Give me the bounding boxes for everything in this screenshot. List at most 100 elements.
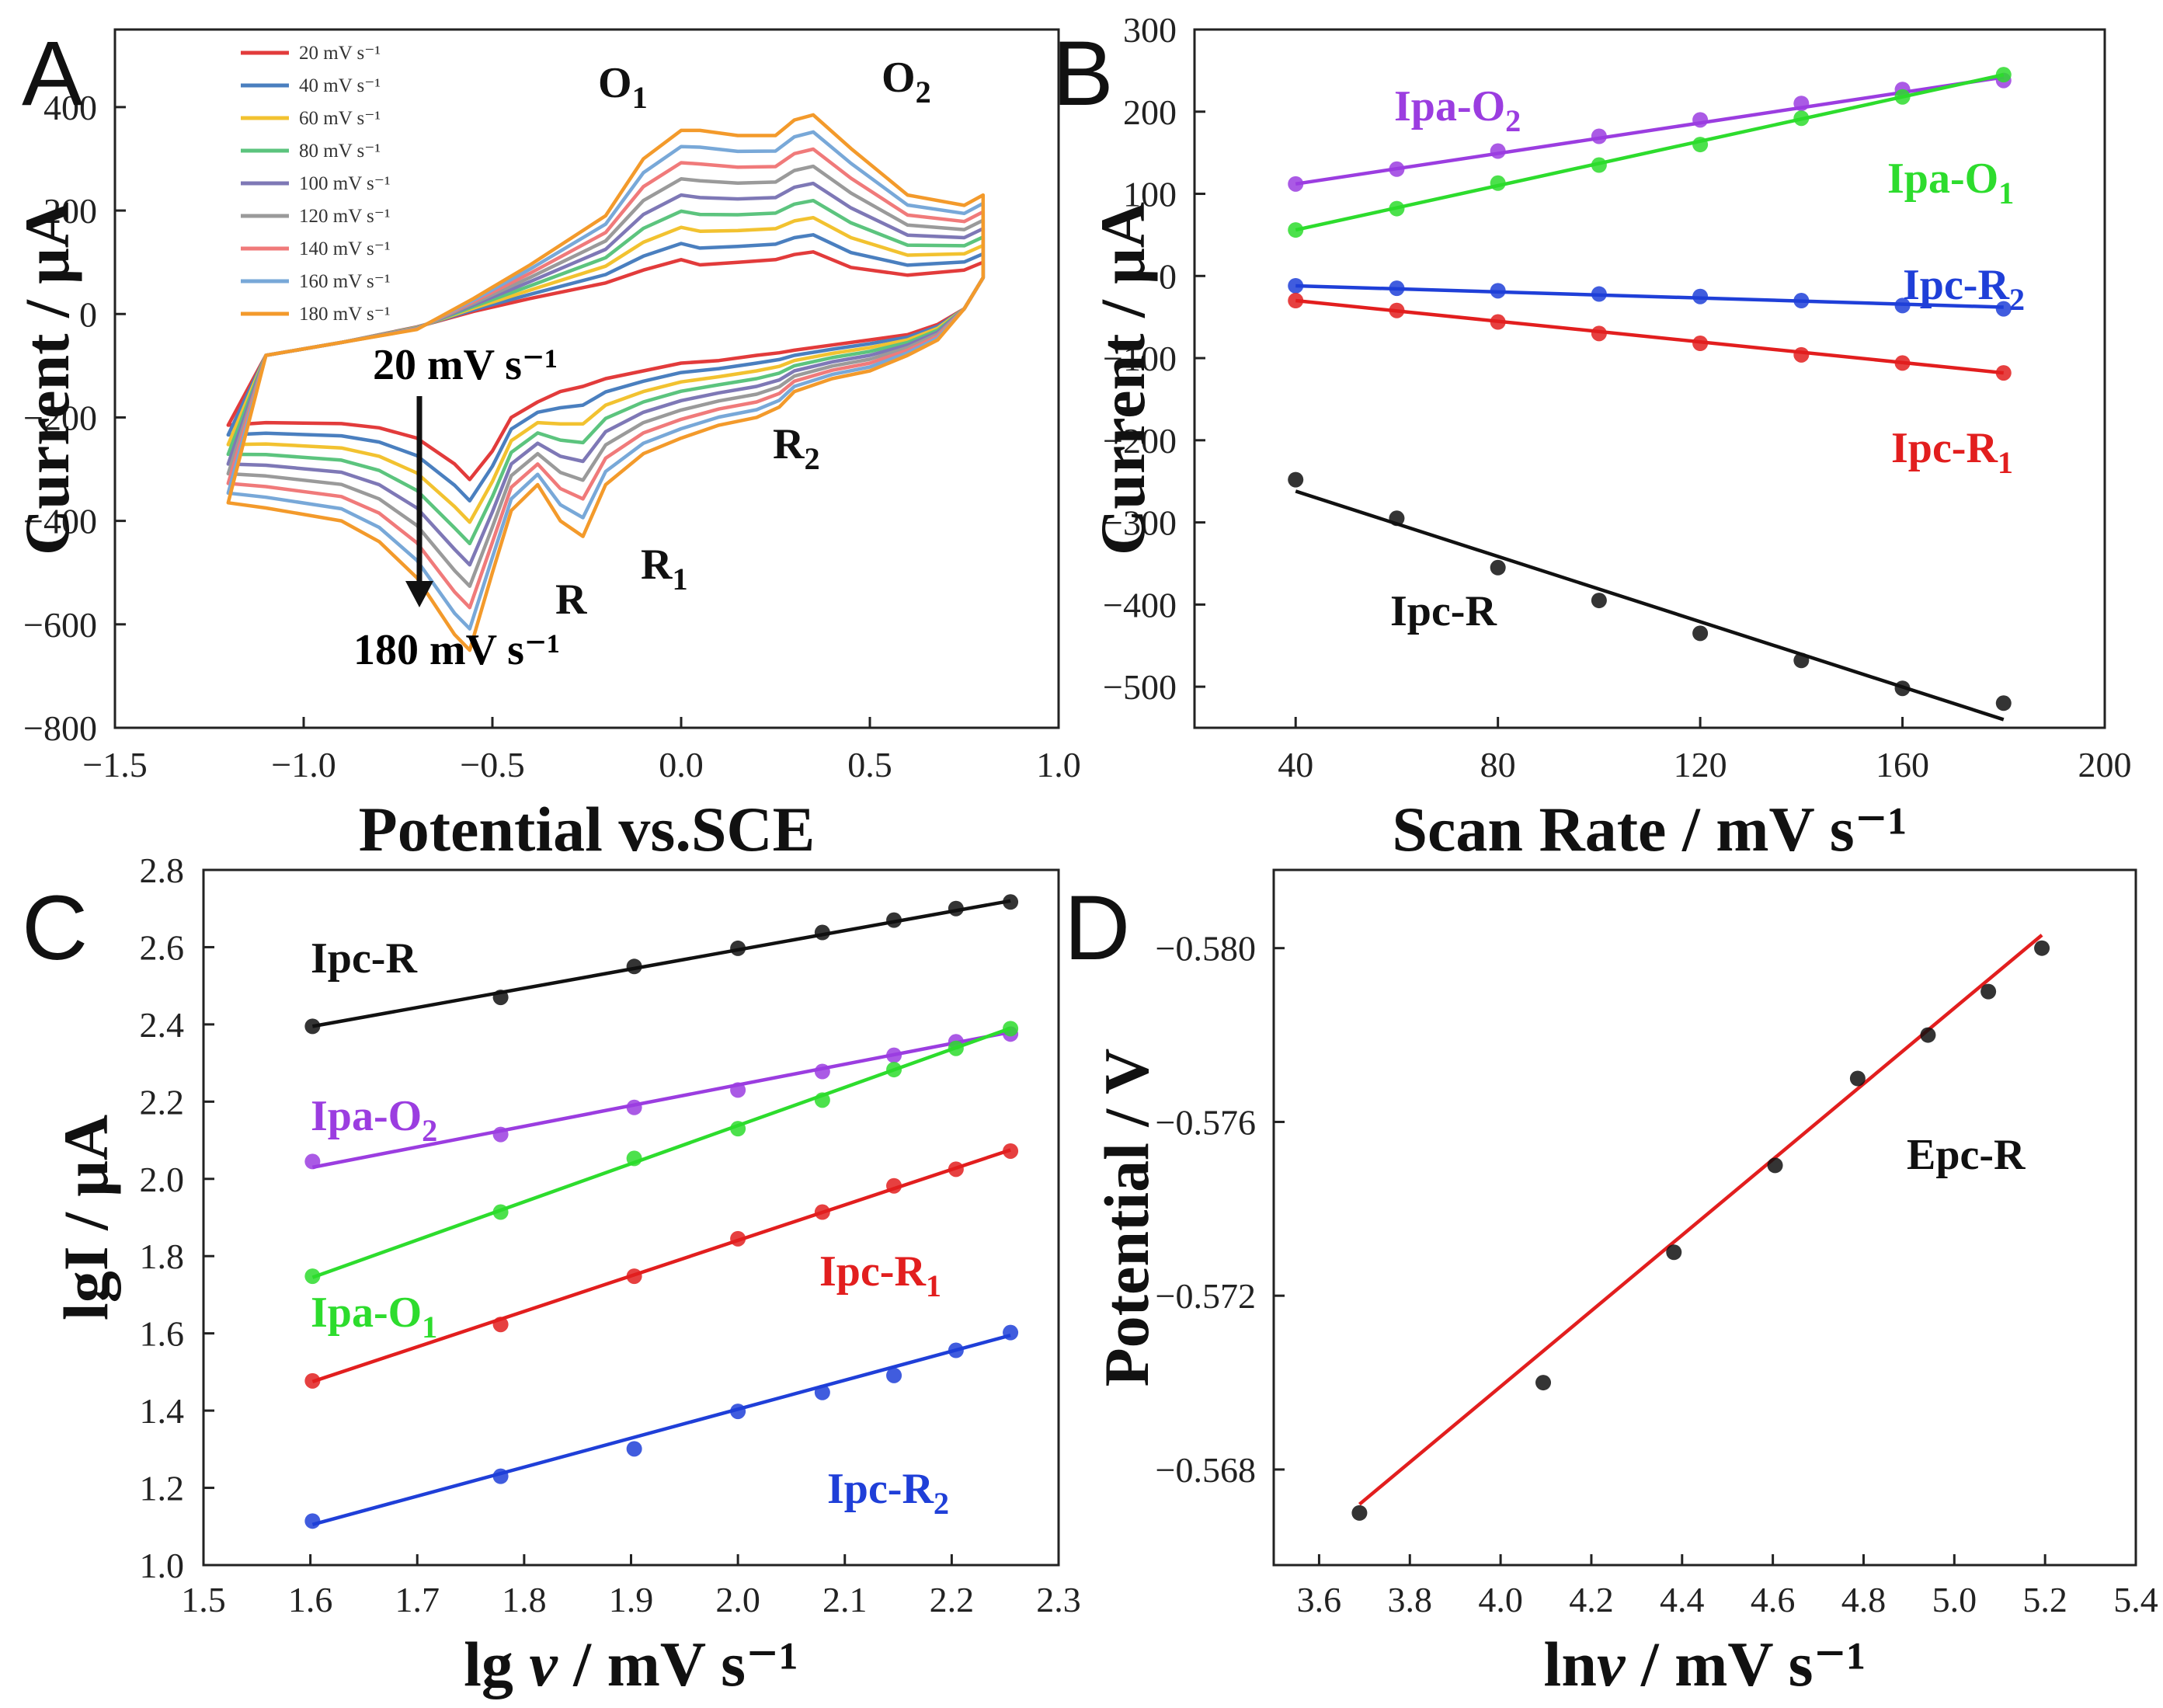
data-point — [1535, 1375, 1552, 1391]
data-point — [492, 1126, 509, 1143]
data-point — [1003, 894, 1019, 910]
series-label: Ipc-R1 — [1891, 424, 2013, 480]
y-tick-label: −300 — [1103, 503, 1177, 543]
legend-label: 40 mV s⁻¹ — [299, 75, 381, 96]
y-axis-label: Current / μA — [12, 202, 82, 555]
x-tick-label: −1.0 — [271, 745, 336, 784]
peak-label-main: O — [882, 54, 916, 102]
fit-line — [311, 899, 1011, 1028]
x-tick-label: 160 — [1876, 745, 1929, 784]
data-point — [1490, 314, 1506, 330]
legend-label: 180 mV s⁻¹ — [299, 304, 390, 325]
y-tick-label: 2.6 — [140, 927, 185, 967]
x-axis-label: Scan Rate / mV s⁻¹ — [1392, 794, 1907, 864]
cv-curve — [226, 113, 986, 652]
plot-frame — [113, 28, 1060, 729]
panel-d: 3.6 3.8 4.0 4.2 4.4 4.6 4.8 5.0 5.2 5.4 −0.568 −0.5… — [1064, 868, 2158, 1699]
data-point — [1692, 137, 1709, 153]
y-tick-label: 1.8 — [140, 1237, 185, 1276]
data-point — [886, 912, 902, 928]
x-tick-label: −0.5 — [460, 745, 524, 784]
data-point — [1490, 283, 1506, 299]
x-tick-label: 4.0 — [1478, 1580, 1523, 1619]
data-point — [1288, 293, 1304, 309]
data-point — [1003, 1324, 1019, 1341]
series-label-main: Epc-R — [1907, 1131, 2026, 1179]
data-point — [626, 1441, 642, 1457]
data-point — [304, 1513, 321, 1529]
y-tick-label: 300 — [1123, 10, 1177, 50]
fit-line — [1295, 72, 2005, 232]
series-label-main: Ipc-R — [827, 1465, 934, 1513]
series-label-main: Ipc-R — [1390, 587, 1497, 635]
y-tick-label: 2.8 — [140, 851, 185, 890]
x-axis-label-main: ln — [1544, 1629, 1597, 1699]
series-2 — [1288, 277, 2012, 317]
y-tick-label: −400 — [1103, 585, 1177, 624]
data-point — [948, 900, 964, 917]
x-tick-label: 120 — [1674, 745, 1727, 784]
series-2 — [304, 1021, 1019, 1285]
series-label: Ipc-R — [1390, 587, 1497, 635]
peak-label-main: R — [555, 576, 587, 624]
panel-letter: B — [1052, 23, 1114, 125]
series-1 — [304, 1026, 1019, 1170]
data-point — [626, 958, 642, 975]
data-point — [1288, 471, 1304, 488]
series-label-main: Ipc-R — [819, 1247, 926, 1296]
data-point — [1793, 96, 1810, 112]
y-tick-label: 400 — [43, 88, 97, 127]
legend-label: 120 mV s⁻¹ — [299, 206, 390, 227]
peak-label: R1 — [641, 541, 688, 597]
series-label: Ipa-O2 — [311, 1092, 437, 1148]
x-tick-label: 80 — [1480, 745, 1516, 784]
x-axis-label: lg v / mV s⁻¹ — [464, 1629, 798, 1699]
x-tick-label: 40 — [1278, 745, 1313, 784]
x-tick-label: 2.2 — [930, 1580, 975, 1619]
cv-curve — [226, 130, 986, 631]
x-tick-label: 1.6 — [288, 1580, 333, 1619]
data-point — [1490, 559, 1506, 576]
panel-b: 40 80 120 160 200 −500 −400 −300 −200 −100 0 100 200… — [1052, 10, 2132, 864]
series-label: Ipa-O1 — [1887, 155, 2014, 210]
peak-label-main: O — [598, 59, 632, 107]
peak-label: O1 — [598, 59, 648, 115]
data-point — [886, 1178, 902, 1194]
plot-frame — [1272, 868, 2137, 1567]
cv-curve — [226, 198, 986, 546]
data-point — [1003, 1143, 1019, 1159]
peak-label: R2 — [773, 420, 820, 476]
y-tick-label: −500 — [1103, 667, 1177, 707]
y-tick-label: 0 — [1159, 256, 1177, 296]
cv-curve — [226, 181, 986, 567]
data-point — [886, 1062, 902, 1078]
cv-curve — [226, 215, 986, 524]
panel-a: −1.5 −1.0 −0.5 0.0 0.5 1.0 −800 −600 −400 −200 0 20… — [12, 23, 1081, 864]
fit-line — [1295, 75, 2005, 186]
series-label-sub: 2 — [934, 1486, 949, 1521]
series-label: Ipc-R1 — [819, 1247, 941, 1303]
x-tick-label: 5.2 — [2022, 1580, 2067, 1619]
x-tick-label: 1.0 — [1036, 745, 1081, 784]
y-axis-label: Potential / V — [1091, 1049, 1162, 1387]
x-tick-label: 2.0 — [715, 1580, 760, 1619]
series-3 — [304, 1143, 1019, 1389]
data-point — [730, 1404, 746, 1420]
cv-curve — [226, 233, 986, 503]
series-label-sub: 2 — [2009, 282, 2025, 317]
fit-line — [1295, 284, 2004, 309]
x-axis-label-var: v — [1597, 1629, 1626, 1699]
fit-line — [1358, 934, 2043, 1506]
data-point — [1389, 200, 1405, 217]
legend-label: 100 mV s⁻¹ — [299, 173, 390, 194]
panel-letter: C — [22, 877, 88, 979]
series-label-sub: 1 — [926, 1268, 941, 1303]
x-axis-label: lnv / mV s⁻¹ — [1544, 1629, 1866, 1699]
series-label-main: Ipc-R — [311, 934, 417, 983]
data-point — [1288, 222, 1304, 238]
x-tick-label: −1.5 — [82, 745, 147, 784]
y-tick-label: 1.2 — [140, 1469, 185, 1508]
x-tick-label: 4.4 — [1660, 1580, 1705, 1619]
fit-line — [311, 1333, 1011, 1526]
data-point — [1591, 286, 1607, 302]
